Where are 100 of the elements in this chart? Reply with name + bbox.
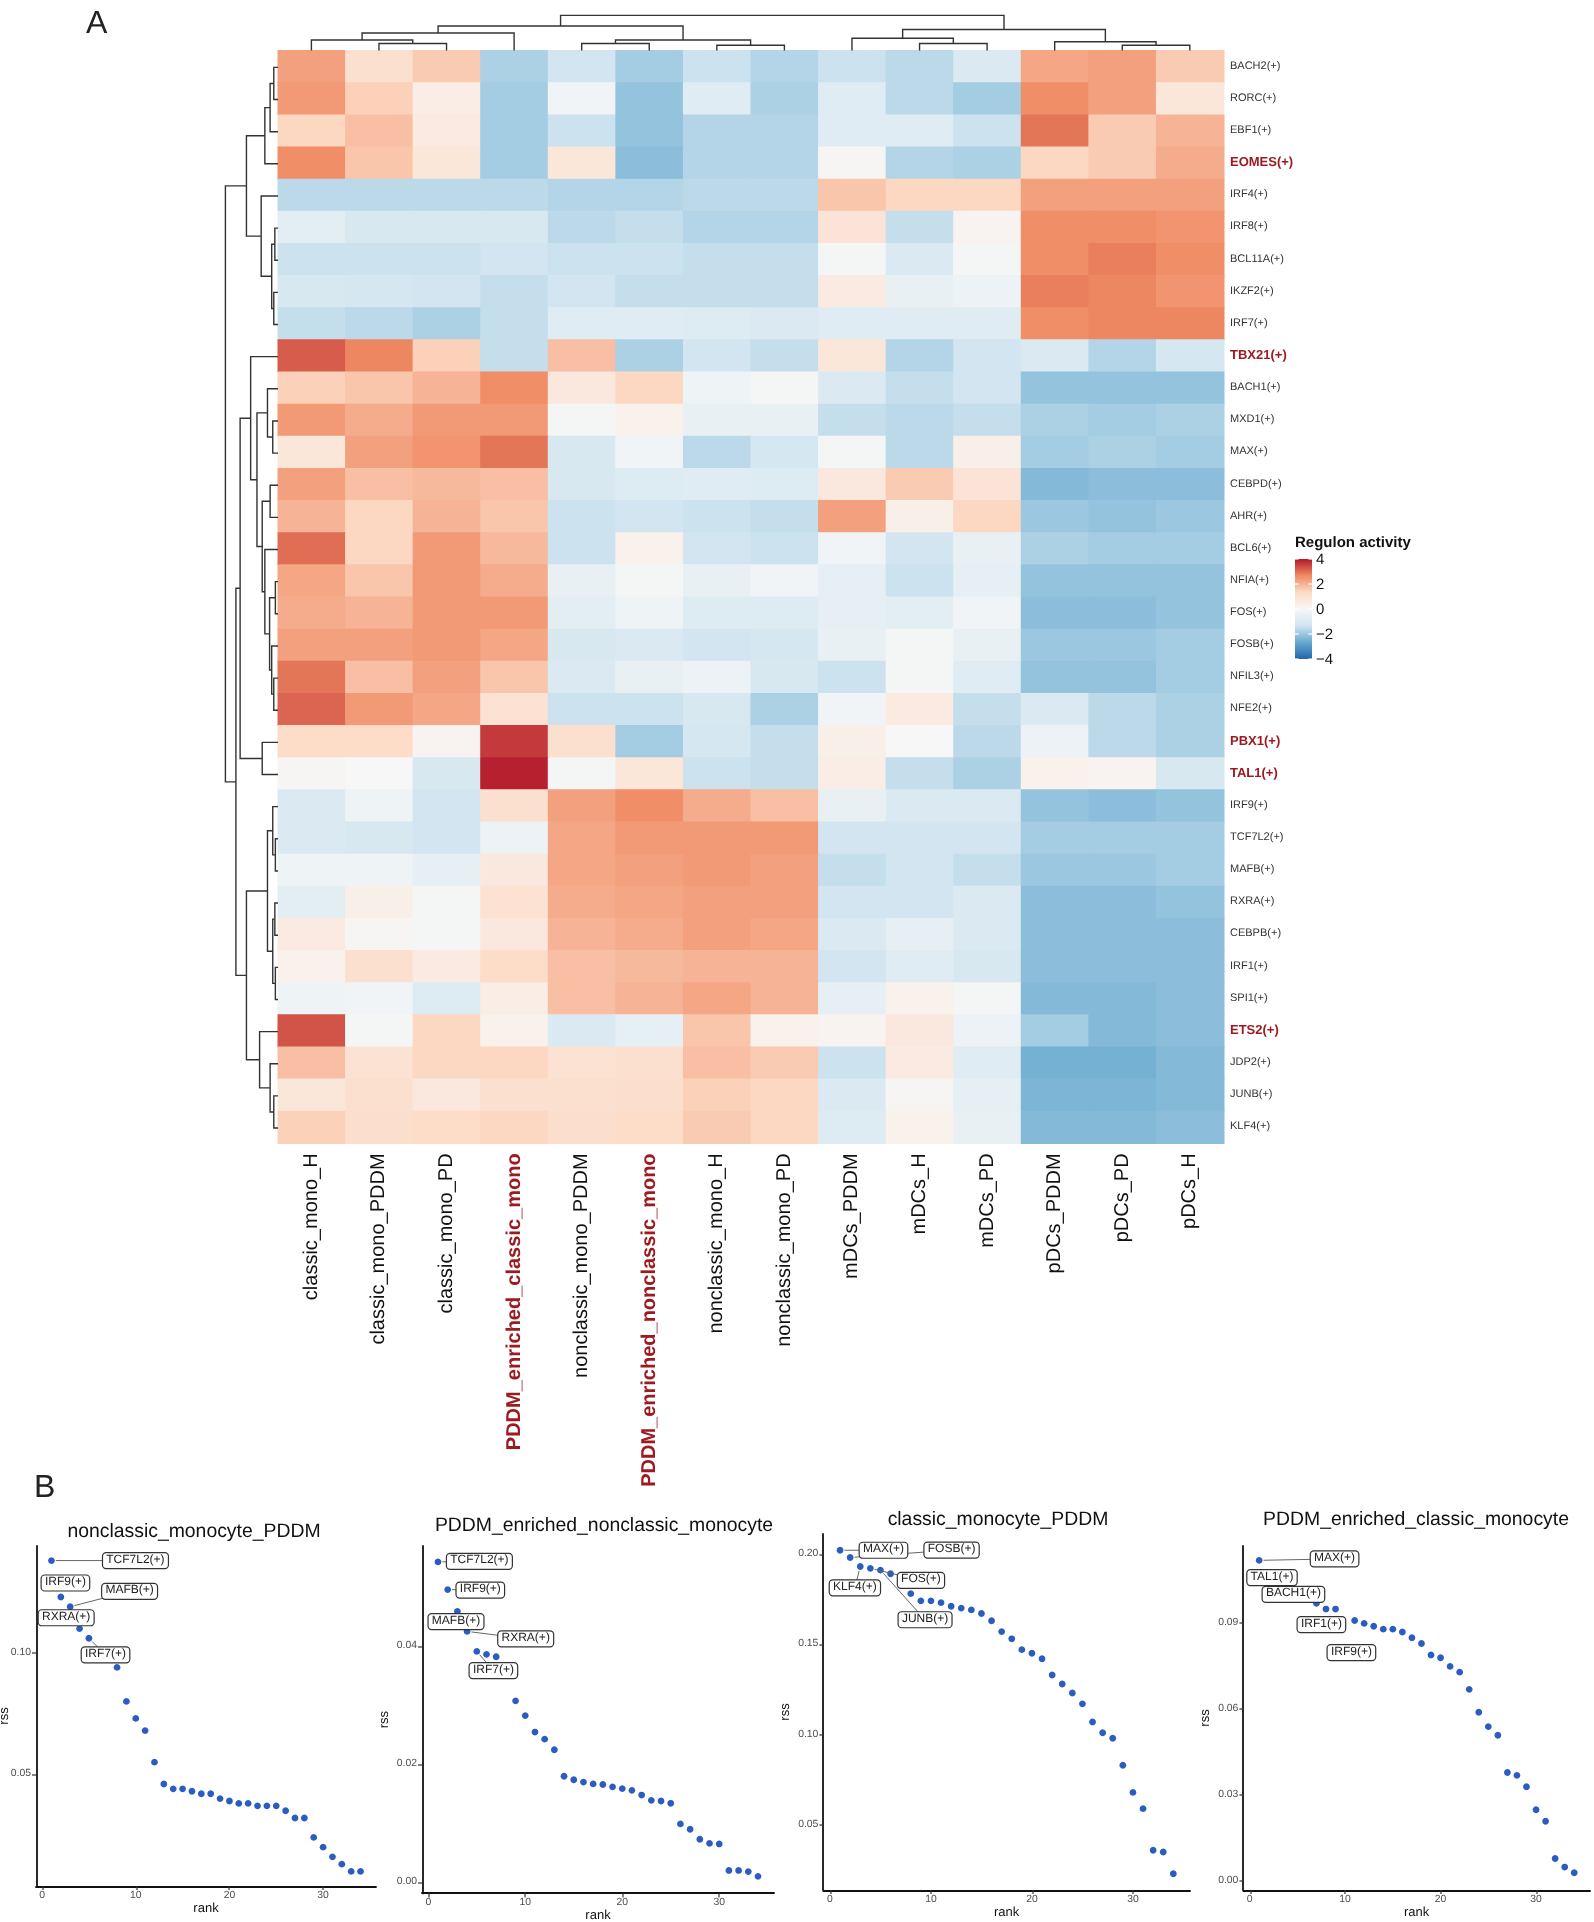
point [1379,1625,1387,1633]
point [347,1868,355,1875]
point [113,1664,121,1671]
point [957,1604,965,1612]
x-tick-label: mDCs_H [908,1153,931,1235]
point [541,1735,549,1743]
point [216,1795,224,1802]
point [226,1797,233,1805]
point [609,1783,616,1791]
point [706,1839,713,1847]
point [1523,1783,1530,1791]
point [696,1835,704,1843]
point [1484,1723,1492,1730]
point [319,1843,327,1851]
point [207,1790,215,1798]
point [1398,1628,1406,1636]
point [1139,1805,1147,1813]
point [1351,1617,1359,1624]
point [667,1799,675,1807]
point [1018,1646,1026,1654]
point [1551,1855,1559,1862]
point [967,1606,975,1614]
point [169,1785,177,1793]
point [1255,1556,1263,1564]
point [132,1715,140,1722]
x-tick-label: classic_mono_PD [435,1153,458,1314]
point [1513,1771,1521,1779]
chart-title: PDDM_enriched_classic_monocyte [1263,1509,1569,1531]
text: B [34,1471,56,1505]
point [677,1820,684,1828]
point [1456,1668,1464,1676]
point [947,1602,955,1610]
point [272,1802,280,1810]
text: A [86,7,108,41]
point [235,1800,243,1807]
point [1008,1635,1016,1643]
point [1332,1605,1339,1613]
point [254,1802,261,1810]
point [244,1800,252,1807]
point [866,1564,874,1572]
point [1169,1870,1177,1878]
x-tick-label: pDCs_PD [1111,1153,1134,1243]
point [927,1597,935,1605]
point [1119,1761,1127,1769]
point [1149,1846,1157,1854]
point [1446,1663,1454,1670]
point [1068,1689,1076,1697]
point [300,1814,308,1822]
point [1370,1622,1378,1630]
point [1418,1640,1425,1647]
point [263,1802,271,1810]
x-tick-label: mDCs_PDDM [841,1153,864,1279]
point [988,1617,995,1625]
point [1465,1685,1473,1693]
point [197,1790,205,1798]
point [179,1785,186,1793]
point [492,1653,500,1661]
point [589,1780,597,1788]
point [628,1786,636,1794]
point [638,1791,646,1799]
point [599,1781,607,1788]
point [1408,1634,1416,1642]
point [1038,1655,1046,1663]
point [978,1610,985,1617]
point [550,1746,558,1754]
point [357,1868,364,1875]
point [122,1698,130,1705]
point [618,1785,626,1792]
point [1159,1848,1167,1856]
point [735,1867,743,1874]
point [76,1625,83,1632]
point [917,1597,925,1605]
point [188,1787,196,1795]
point [1561,1863,1569,1871]
point [1532,1806,1540,1814]
point [1099,1729,1107,1737]
x-tick-label: pDCs_PDDM [1044,1153,1067,1274]
x-tick-label: nonclassic_mono_PDDM [571,1153,594,1378]
point [483,1650,490,1658]
point [1089,1718,1096,1726]
point [560,1772,568,1780]
point [570,1776,578,1784]
point [580,1778,587,1786]
point [1129,1789,1137,1796]
point [151,1758,158,1766]
x-tick-label: nonclassic_mono_PD [773,1153,796,1347]
point [141,1727,149,1734]
point [521,1712,529,1719]
point [998,1628,1006,1635]
point [1028,1649,1036,1657]
point [338,1860,346,1868]
x-tick-label: nonclassic_mono_H [706,1153,729,1334]
point [1058,1680,1066,1688]
point [836,1546,844,1554]
point [1437,1654,1444,1662]
x-tick-label: PDDM_enriched_nonclassic_mono [638,1153,661,1487]
point [686,1825,694,1833]
point [1360,1620,1368,1627]
point [444,1586,452,1593]
point [512,1697,519,1705]
